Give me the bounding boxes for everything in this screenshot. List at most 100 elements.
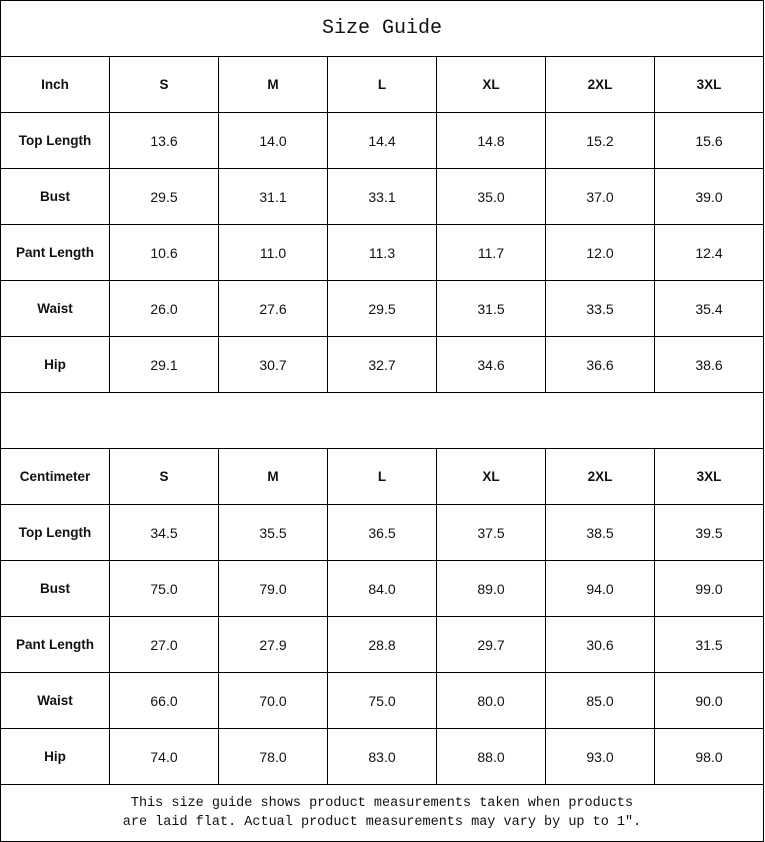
row-label: Waist (0, 280, 110, 337)
measurement-cell: 27.0 (109, 616, 219, 673)
size-header: XL (436, 448, 546, 505)
measurement-cell: 29.7 (436, 616, 546, 673)
measurement-cell: 70.0 (218, 672, 328, 729)
measurement-cell: 37.5 (436, 504, 546, 561)
row-label: Hip (0, 728, 110, 785)
measurement-cell: 98.0 (654, 728, 764, 785)
unit-header: Centimeter (0, 448, 110, 505)
measurement-cell: 74.0 (109, 728, 219, 785)
measurement-cell: 32.7 (327, 336, 437, 393)
measurement-cell: 36.6 (545, 336, 655, 393)
measurement-cell: 99.0 (654, 560, 764, 617)
inch-header-row: Inch S M L XL 2XL 3XL (0, 56, 764, 113)
measurement-cell: 26.0 (109, 280, 219, 337)
measurement-cell: 93.0 (545, 728, 655, 785)
measurement-cell: 38.5 (545, 504, 655, 561)
size-header: M (218, 448, 328, 505)
measurement-cell: 30.6 (545, 616, 655, 673)
measurement-cell: 14.8 (436, 112, 546, 169)
row-label: Bust (0, 560, 110, 617)
table-row: Bust 29.5 31.1 33.1 35.0 37.0 39.0 (0, 168, 764, 225)
table-row: Waist 66.0 70.0 75.0 80.0 85.0 90.0 (0, 672, 764, 729)
row-label: Waist (0, 672, 110, 729)
measurement-cell: 66.0 (109, 672, 219, 729)
measurement-cell: 15.6 (654, 112, 764, 169)
measurement-cell: 35.4 (654, 280, 764, 337)
size-header: S (109, 56, 219, 113)
measurement-cell: 10.6 (109, 224, 219, 281)
measurement-cell: 28.8 (327, 616, 437, 673)
title-row: Size Guide (0, 0, 764, 57)
measurement-cell: 89.0 (436, 560, 546, 617)
size-header: 3XL (654, 448, 764, 505)
cm-header-row: Centimeter S M L XL 2XL 3XL (0, 448, 764, 505)
measurement-cell: 12.4 (654, 224, 764, 281)
measurement-cell: 79.0 (218, 560, 328, 617)
note-row: This size guide shows product measuremen… (0, 784, 764, 842)
table-row: Hip 74.0 78.0 83.0 88.0 93.0 98.0 (0, 728, 764, 785)
row-label: Hip (0, 336, 110, 393)
row-label: Pant Length (0, 224, 110, 281)
size-header: L (327, 56, 437, 113)
size-header: 3XL (654, 56, 764, 113)
measurement-cell: 90.0 (654, 672, 764, 729)
measurement-cell: 85.0 (545, 672, 655, 729)
measurement-cell: 29.5 (327, 280, 437, 337)
table-row: Bust 75.0 79.0 84.0 89.0 94.0 99.0 (0, 560, 764, 617)
measurement-cell: 29.5 (109, 168, 219, 225)
measurement-cell: 39.5 (654, 504, 764, 561)
measurement-cell: 33.1 (327, 168, 437, 225)
size-header: XL (436, 56, 546, 113)
measurement-cell: 34.5 (109, 504, 219, 561)
row-label: Pant Length (0, 616, 110, 673)
measurement-cell: 80.0 (436, 672, 546, 729)
unit-header: Inch (0, 56, 110, 113)
size-header: L (327, 448, 437, 505)
measurement-cell: 37.0 (545, 168, 655, 225)
measurement-cell: 15.2 (545, 112, 655, 169)
size-header: M (218, 56, 328, 113)
measurement-cell: 75.0 (109, 560, 219, 617)
measurement-cell: 36.5 (327, 504, 437, 561)
table-row: Waist 26.0 27.6 29.5 31.5 33.5 35.4 (0, 280, 764, 337)
measurement-cell: 78.0 (218, 728, 328, 785)
measurement-cell: 33.5 (545, 280, 655, 337)
size-header: S (109, 448, 219, 505)
size-header: 2XL (545, 448, 655, 505)
measurement-cell: 94.0 (545, 560, 655, 617)
measurement-cell: 12.0 (545, 224, 655, 281)
measurement-cell: 14.4 (327, 112, 437, 169)
measurement-cell: 11.3 (327, 224, 437, 281)
size-header: 2XL (545, 56, 655, 113)
measurement-cell: 35.0 (436, 168, 546, 225)
row-label: Bust (0, 168, 110, 225)
spacer-cell (0, 392, 764, 449)
measurement-cell: 27.6 (218, 280, 328, 337)
table-row: Pant Length 27.0 27.9 28.8 29.7 30.6 31.5 (0, 616, 764, 673)
measurement-cell: 31.1 (218, 168, 328, 225)
measurement-cell: 84.0 (327, 560, 437, 617)
measurement-cell: 30.7 (218, 336, 328, 393)
measurement-cell: 75.0 (327, 672, 437, 729)
note-line: This size guide shows product measuremen… (130, 796, 634, 811)
measurement-cell: 11.0 (218, 224, 328, 281)
measurement-cell: 27.9 (218, 616, 328, 673)
measurement-cell: 38.6 (654, 336, 764, 393)
row-label: Top Length (0, 112, 110, 169)
table-row: Top Length 34.5 35.5 36.5 37.5 38.5 39.5 (0, 504, 764, 561)
table-row: Top Length 13.6 14.0 14.4 14.8 15.2 15.6 (0, 112, 764, 169)
measurement-cell: 13.6 (109, 112, 219, 169)
measurement-cell: 35.5 (218, 504, 328, 561)
note-line: are laid flat. Actual product measuremen… (122, 815, 642, 830)
measurement-cell: 31.5 (436, 280, 546, 337)
row-label: Top Length (0, 504, 110, 561)
measurement-cell: 39.0 (654, 168, 764, 225)
table-row: Hip 29.1 30.7 32.7 34.6 36.6 38.6 (0, 336, 764, 393)
measurement-cell: 14.0 (218, 112, 328, 169)
measurement-cell: 11.7 (436, 224, 546, 281)
spacer-row (0, 392, 764, 449)
measurement-cell: 34.6 (436, 336, 546, 393)
measurement-cell: 31.5 (654, 616, 764, 673)
measurement-cell: 88.0 (436, 728, 546, 785)
